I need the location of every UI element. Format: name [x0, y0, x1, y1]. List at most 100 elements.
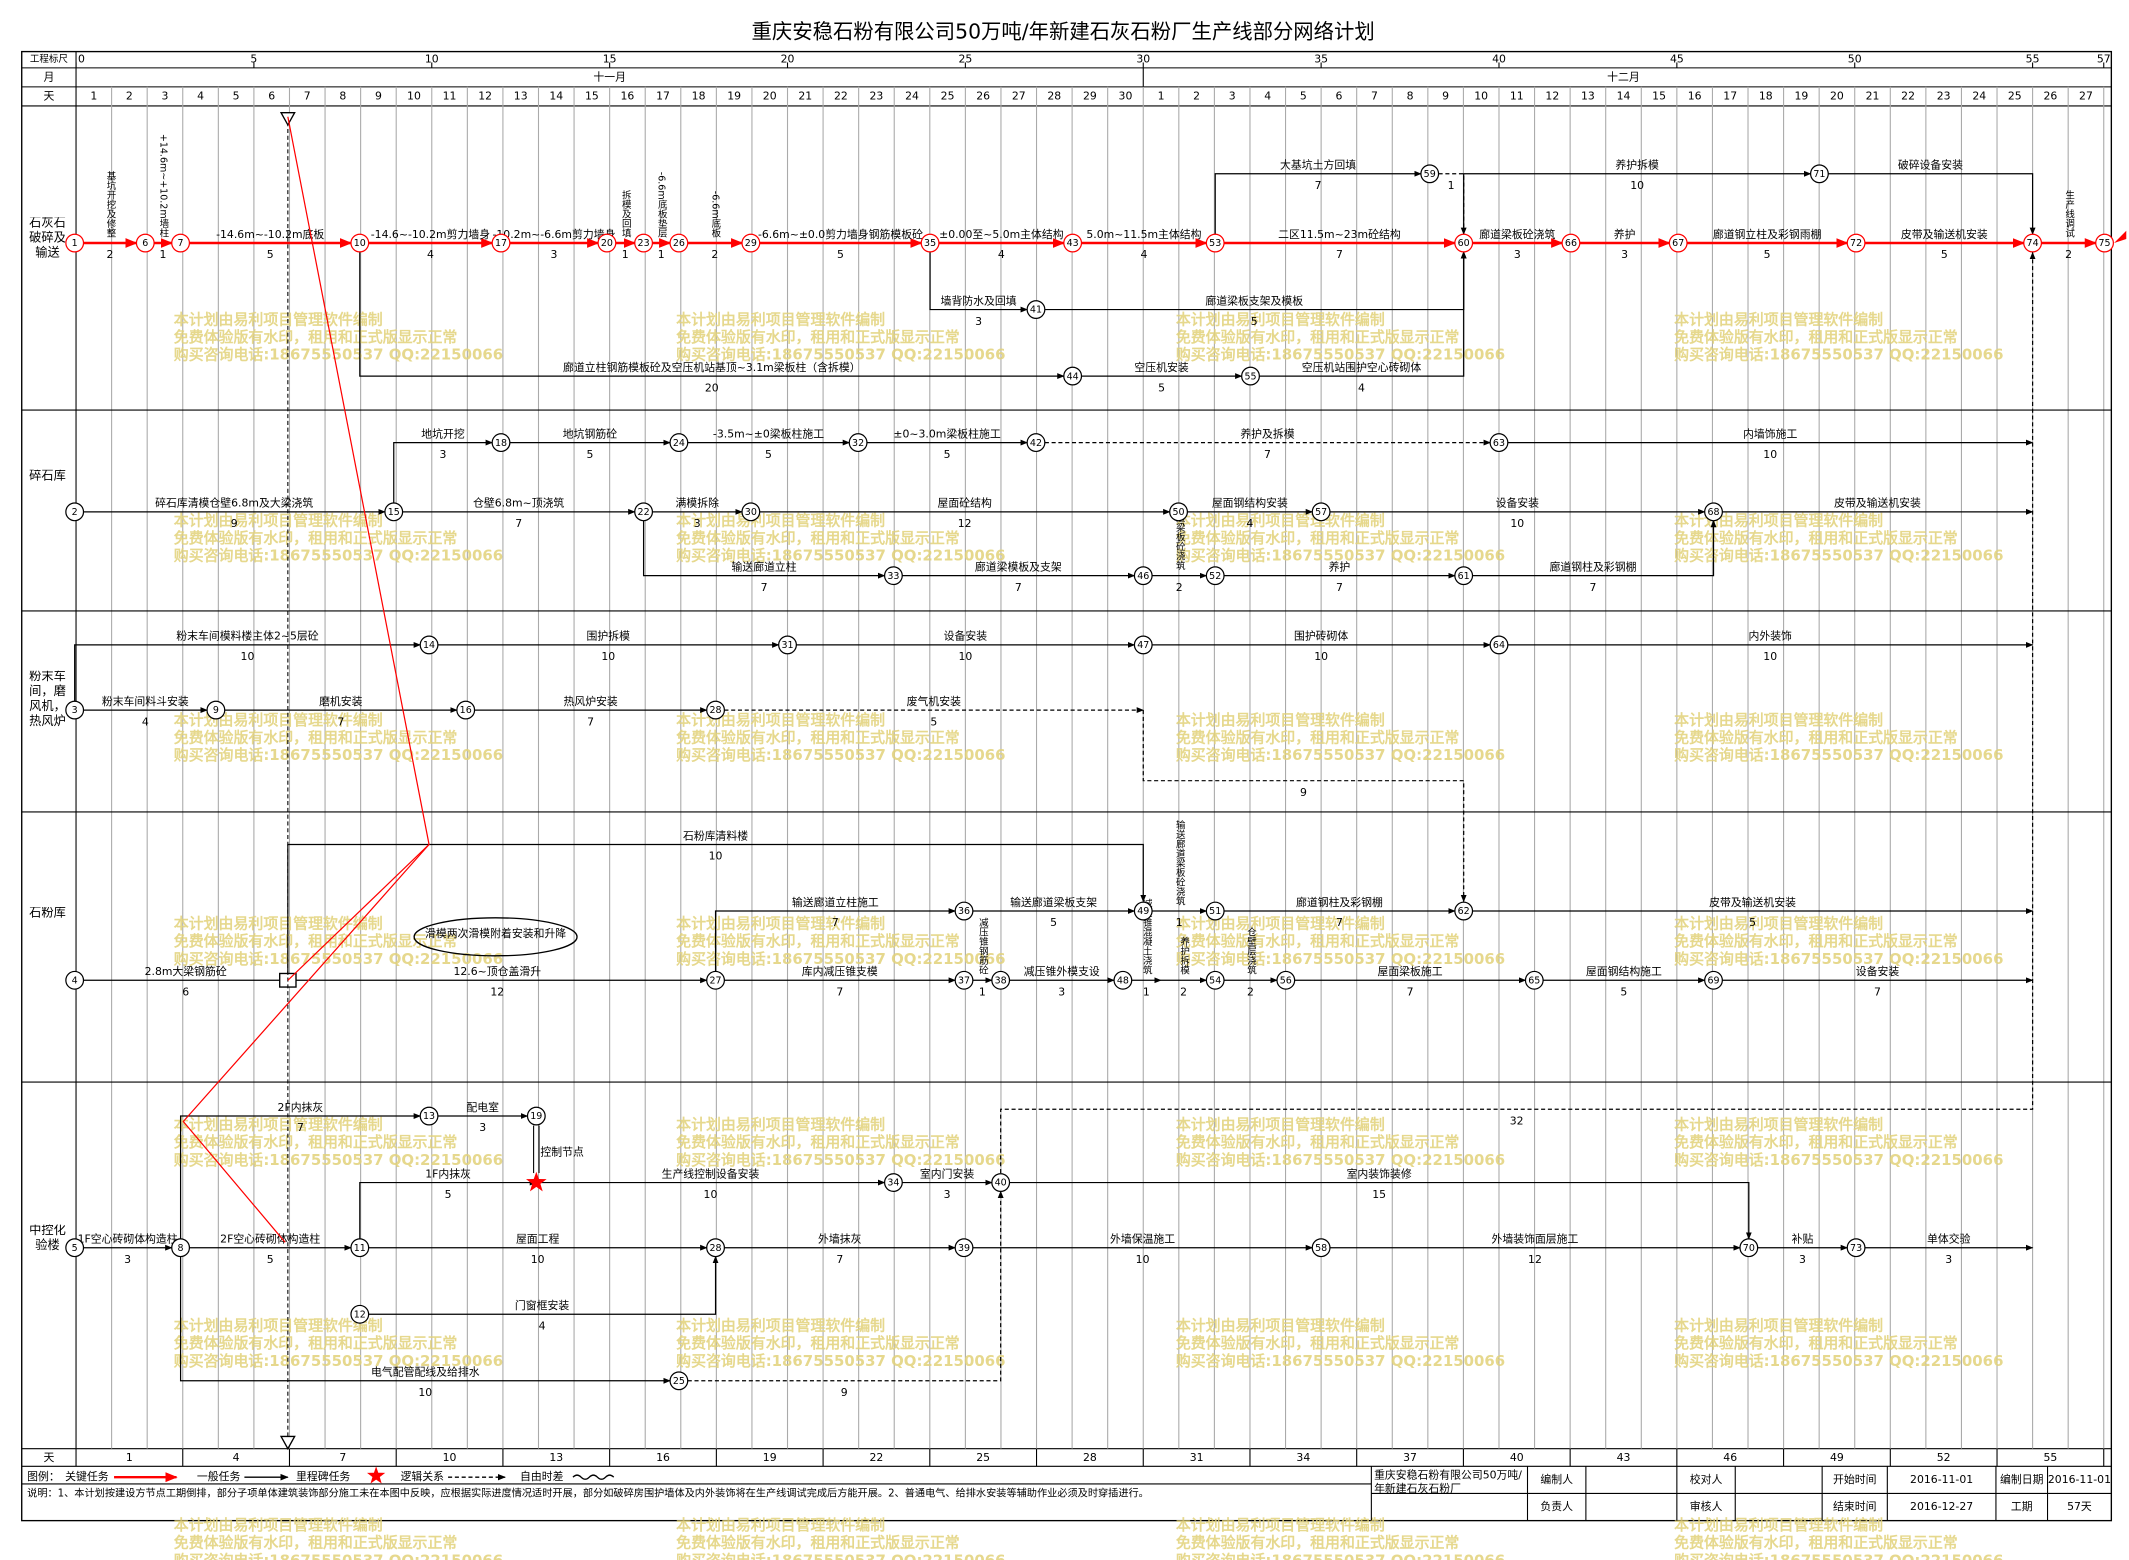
task-name: 廊道钢立柱及彩钢雨棚	[1713, 227, 1822, 241]
watermark: 本计划由易利项目管理软件编制	[676, 1316, 885, 1334]
annotation: 控制节点	[540, 1145, 584, 1159]
task-arrow	[714, 908, 956, 972]
day: 24	[905, 89, 919, 102]
task-duration: 2	[1176, 581, 1183, 594]
watermark: 购买咨询电话:18675550537 QQ:22150066	[1176, 950, 1505, 968]
node-label: 13	[423, 1111, 435, 1122]
task-duration: 7	[836, 985, 843, 998]
node	[954, 1238, 974, 1258]
node	[350, 1304, 370, 1324]
node	[350, 233, 370, 253]
task-name: 石粉库清料楼	[683, 828, 748, 842]
task-name: 围护拆模	[587, 629, 631, 643]
node-label: 3	[72, 705, 78, 716]
task-duration: 12	[958, 517, 972, 530]
notes: 说明：1、本计划按建设方节点工期倒排，部分子项单体建筑装饰部分施工未在本图中反映…	[27, 1486, 1149, 1499]
node-label: 6	[142, 238, 148, 249]
node-label: 61	[1458, 571, 1470, 582]
node	[634, 502, 654, 522]
day: 27	[1012, 89, 1026, 102]
task-duration: 5	[765, 448, 772, 461]
bottom-day: 22	[870, 1451, 884, 1464]
task-duration: 4	[539, 1319, 546, 1332]
node	[1205, 970, 1225, 990]
node-label: 15	[388, 507, 400, 518]
watermark: 购买咨询电话:18675550537 QQ:22150066	[676, 1551, 1005, 1560]
task-arrow	[179, 1256, 671, 1384]
task-name: 5.0m~11.5m主体结构	[1086, 227, 1201, 241]
node-label: 40	[995, 1178, 1007, 1189]
legend-item: 关键任务	[65, 1469, 109, 1483]
node-label: 17	[495, 238, 507, 249]
task-name: 廊道梁板支架及模板	[1205, 293, 1303, 307]
task-duration: 2	[2065, 248, 2072, 261]
node	[419, 635, 439, 655]
task-name: 仓壁层浇筑	[1245, 927, 1257, 976]
watermark: 免费体验版有水印，租用和正式版显示正常	[1674, 529, 1958, 547]
task-name: 养护	[1329, 560, 1351, 574]
front-zigzag	[182, 116, 430, 1243]
day: 15	[1652, 89, 1666, 102]
watermark: 免费体验版有水印，租用和正式版显示正常	[174, 1133, 458, 1151]
task-duration: 3	[975, 315, 982, 328]
node	[65, 1238, 85, 1258]
day: 12	[478, 89, 492, 102]
task-duration: 7	[1874, 985, 1881, 998]
watermark: 本计划由易利项目管理软件编制	[174, 1116, 383, 1134]
task-arrow	[1214, 170, 1422, 235]
day: 9	[1442, 89, 1449, 102]
task-name: 养护拆模	[1615, 158, 1659, 172]
node	[1311, 1238, 1331, 1258]
node-label: 75	[2099, 238, 2111, 249]
month-label: 月	[43, 70, 54, 83]
task-duration: 5	[445, 1188, 452, 1201]
watermark: 购买咨询电话:18675550537 QQ:22150066	[1674, 1352, 2003, 1370]
node	[706, 1238, 725, 1258]
task-duration: 10	[958, 650, 972, 663]
node-label: 43	[1067, 238, 1079, 249]
scale-tick-label: 57	[2097, 53, 2111, 66]
node-label: 42	[1030, 438, 1042, 449]
watermark: 免费体验版有水印，租用和正式版显示正常	[676, 1133, 960, 1151]
task-name: 墙背防水及回填	[941, 293, 1017, 307]
node	[1668, 233, 1688, 253]
task-arrow	[359, 251, 1065, 380]
node	[991, 970, 1011, 990]
day: 14	[1617, 89, 1631, 102]
section-label: 石灰石破碎及输送	[29, 217, 66, 261]
end-flag	[2114, 230, 2127, 244]
watermark: 购买咨询电话:18675550537 QQ:22150066	[676, 950, 1005, 968]
day: 23	[1937, 89, 1951, 102]
node	[1454, 233, 1474, 253]
bottom-day: 16	[656, 1451, 670, 1464]
info-cell: 57天	[2067, 1500, 2092, 1513]
task-arrow	[1472, 519, 1717, 577]
watermark: 购买咨询电话:18675550537 QQ:22150066	[676, 1151, 1005, 1169]
task-duration: 7	[1336, 248, 1343, 261]
day: 29	[1083, 89, 1097, 102]
bottom-day: 31	[1190, 1451, 1204, 1464]
node-label: 5	[72, 1243, 78, 1254]
node	[171, 233, 191, 253]
node-label: 64	[1493, 640, 1505, 651]
task-duration: 4	[1140, 248, 1147, 261]
watermark: 本计划由易利项目管理软件编制	[1674, 915, 1883, 933]
day: 18	[1759, 89, 1773, 102]
section-label-box: 中控化验楼	[29, 1225, 66, 1254]
info-cell: 2016-12-27	[1910, 1500, 1973, 1513]
task-duration: 3	[1514, 248, 1521, 261]
node	[419, 1106, 439, 1126]
task-name: 仓壁6.8m~顶浇筑	[473, 496, 564, 510]
node-label: 18	[495, 438, 507, 449]
day: 25	[941, 89, 955, 102]
node-label: 36	[958, 906, 970, 917]
task-duration: 5	[1749, 916, 1756, 929]
node	[1311, 502, 1331, 522]
section-label-box: 石粉库	[29, 906, 66, 920]
node	[456, 700, 476, 720]
watermark: 购买咨询电话:18675550537 QQ:22150066	[1674, 746, 2003, 764]
node-label: 35	[924, 238, 936, 249]
task-duration: 4	[427, 248, 434, 261]
task-name: 基坑开挖及修整	[104, 170, 116, 237]
watermark: 本计划由易利项目管理软件编制	[676, 1516, 885, 1534]
